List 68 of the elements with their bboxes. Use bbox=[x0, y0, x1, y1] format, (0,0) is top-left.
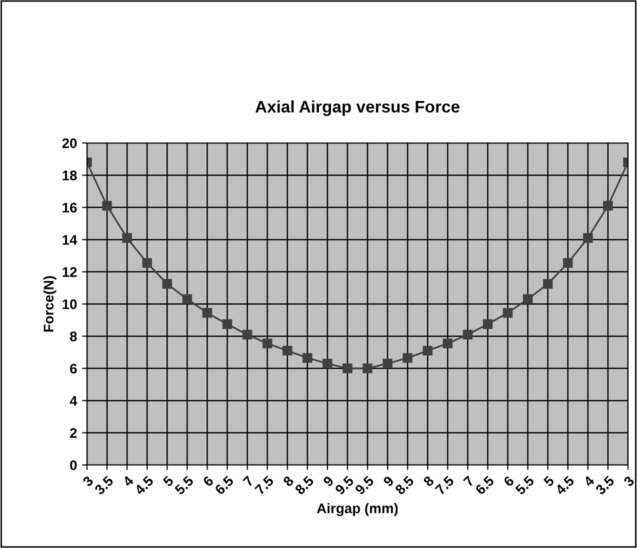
y-tick-label: 4 bbox=[70, 396, 78, 406]
point bbox=[542, 279, 553, 289]
point bbox=[502, 308, 513, 318]
y-tick-label: 2 bbox=[70, 428, 77, 438]
x-tick-label: 8.5 bbox=[394, 475, 415, 496]
point bbox=[162, 279, 172, 289]
point bbox=[362, 364, 372, 374]
x-tick-label: 5.5 bbox=[174, 475, 194, 496]
x-tick-label: 4.5 bbox=[554, 475, 575, 496]
x-tick-label: 5 bbox=[162, 475, 174, 488]
x-tick-label: 7.5 bbox=[434, 475, 455, 496]
x-tick-label: 6 bbox=[202, 475, 214, 488]
x-tick-label: 9 bbox=[382, 475, 394, 488]
x-tick-label: 4.5 bbox=[134, 475, 154, 496]
x-tick-label: 9 bbox=[322, 475, 334, 488]
point bbox=[142, 258, 152, 268]
point bbox=[202, 308, 212, 318]
point bbox=[322, 358, 332, 368]
point bbox=[422, 346, 432, 356]
point bbox=[462, 330, 473, 340]
x-tick-label: 8 bbox=[282, 475, 294, 488]
point bbox=[282, 346, 292, 356]
y-tick-label: 10 bbox=[62, 299, 77, 310]
x-tick-label: 4 bbox=[582, 475, 595, 488]
x-tick-label: 7.5 bbox=[254, 475, 274, 496]
y-tick-label: 14 bbox=[62, 235, 78, 245]
point bbox=[402, 353, 412, 363]
point bbox=[182, 294, 192, 304]
x-tick-label: 3.5 bbox=[94, 475, 114, 496]
point bbox=[382, 358, 392, 368]
x-tick-label: 3 bbox=[623, 475, 635, 488]
x-tick-label: 9.5 bbox=[334, 475, 354, 496]
x-tick-label: 8.5 bbox=[294, 475, 314, 496]
x-tick-label: 7 bbox=[463, 476, 474, 487]
y-axis-title: Force(N) bbox=[43, 276, 56, 332]
x-tick-label: 7 bbox=[242, 476, 254, 487]
x-tick-label: 6.5 bbox=[214, 475, 234, 496]
y-tick-label: 0 bbox=[70, 460, 77, 470]
point bbox=[262, 338, 272, 348]
x-tick-label: 5.5 bbox=[514, 475, 535, 496]
x-tick-label: 8 bbox=[422, 475, 435, 488]
y-tick-label: 12 bbox=[62, 267, 77, 277]
x-tick-label: 3.5 bbox=[594, 475, 615, 496]
x-tick-label: 3 bbox=[82, 475, 94, 488]
point bbox=[222, 319, 232, 329]
x-tick-label: 5 bbox=[543, 475, 555, 488]
x-axis-title: Airgap (mm) bbox=[316, 503, 398, 516]
y-tick-label: 16 bbox=[62, 202, 77, 213]
point bbox=[302, 353, 312, 363]
point bbox=[603, 200, 613, 211]
y-tick-label: 18 bbox=[62, 170, 77, 180]
point bbox=[522, 294, 533, 304]
point bbox=[482, 319, 493, 329]
x-tick-label: 4 bbox=[122, 475, 134, 488]
point bbox=[242, 330, 252, 340]
x-tick-label: 6.5 bbox=[474, 475, 495, 496]
chart-title: Axial Airgap versus Force bbox=[255, 100, 460, 116]
point bbox=[563, 258, 573, 268]
x-tick-label: 9.5 bbox=[354, 475, 374, 496]
point bbox=[583, 233, 593, 243]
y-tick-label: 8 bbox=[70, 332, 77, 342]
x-tick-label: 6 bbox=[502, 475, 515, 488]
point bbox=[342, 364, 352, 374]
y-tick-label: 20 bbox=[62, 138, 77, 148]
point bbox=[102, 200, 112, 211]
point bbox=[442, 338, 453, 348]
point bbox=[122, 233, 132, 243]
y-tick-label: 6 bbox=[70, 364, 77, 374]
